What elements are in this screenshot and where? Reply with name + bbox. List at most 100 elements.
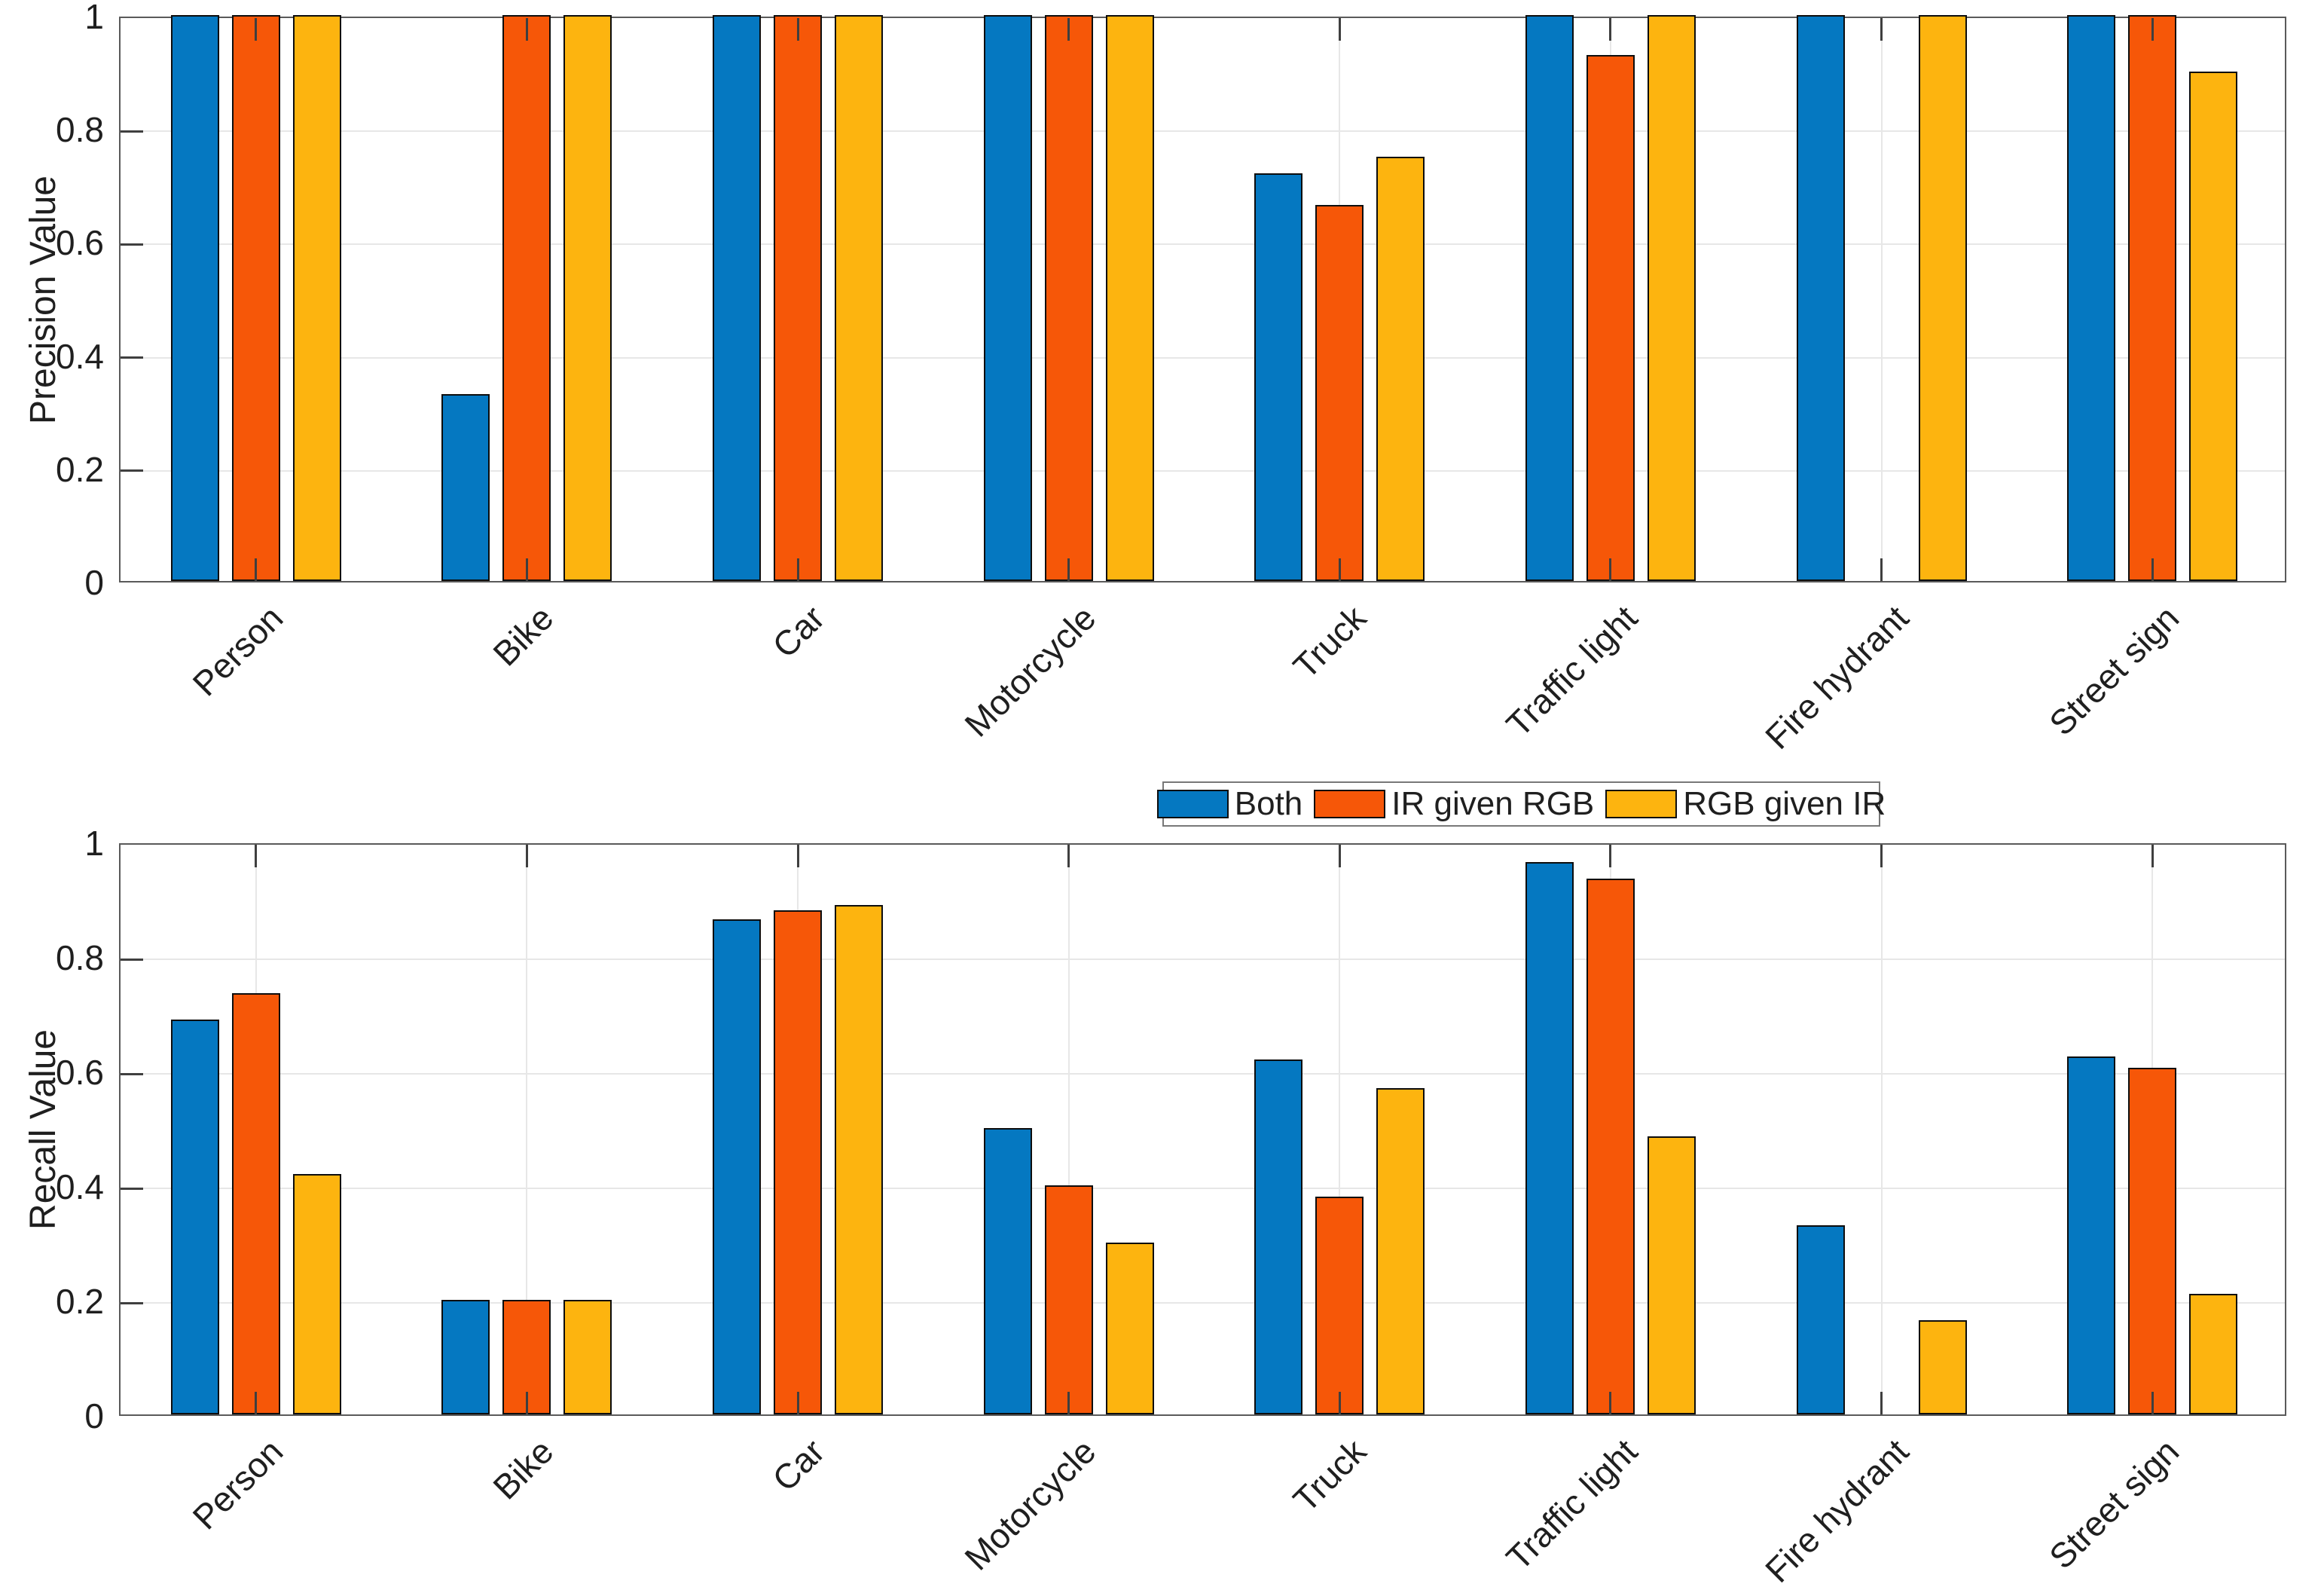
bar-both-motorcycle xyxy=(984,15,1032,581)
bar-ir-given-rgb-car xyxy=(774,910,822,1414)
bar-rgb-given-ir-truck xyxy=(1376,1088,1425,1414)
bar-both-person xyxy=(171,15,219,581)
x-tick-mark-bottom xyxy=(1067,1392,1070,1414)
x-tick-mark-top xyxy=(1067,845,1070,867)
y-tick-label: 0.8 xyxy=(56,938,104,977)
x-category-label: Truck xyxy=(1285,1431,1374,1520)
x-tick-mark-top xyxy=(1880,18,1883,41)
bar-rgb-given-ir-street-sign xyxy=(2189,72,2237,581)
y-tick-mark xyxy=(121,243,143,246)
legend-swatch-both xyxy=(1156,790,1229,818)
bar-rgb-given-ir-traffic-light xyxy=(1648,1136,1696,1414)
bar-ir-given-rgb-truck xyxy=(1315,1197,1364,1414)
y-tick-label: 0.4 xyxy=(56,336,104,376)
x-tick-mark-top xyxy=(525,18,528,41)
x-tick-mark-bottom xyxy=(1338,1392,1341,1414)
bar-both-motorcycle xyxy=(984,1128,1032,1414)
h-gridline xyxy=(121,1188,2285,1189)
y-tick-mark xyxy=(121,1301,143,1304)
bar-ir-given-rgb-street-sign xyxy=(2128,1068,2176,1414)
x-tick-mark-bottom xyxy=(1880,558,1883,581)
x-tick-mark-top xyxy=(2151,18,2154,41)
y-tick-label: 0.2 xyxy=(56,449,104,489)
h-gridline xyxy=(121,959,2285,960)
bar-rgb-given-ir-traffic-light xyxy=(1648,15,1696,581)
bar-rgb-given-ir-car xyxy=(835,15,883,581)
x-category-label: Car xyxy=(765,598,832,665)
v-gridline xyxy=(1067,845,1070,1414)
x-tick-mark-bottom xyxy=(1609,558,1612,581)
bar-ir-given-rgb-person xyxy=(232,15,280,581)
legend-label: RGB given IR xyxy=(1683,785,1886,822)
bar-both-fire-hydrant xyxy=(1797,1225,1845,1414)
bar-rgb-given-ir-bike xyxy=(563,1300,612,1414)
x-category-label: Person xyxy=(185,1431,291,1537)
x-tick-mark-bottom xyxy=(255,558,258,581)
plot-area xyxy=(119,843,2286,1416)
x-tick-mark-top xyxy=(796,18,799,41)
y-axis-label: Recall Value xyxy=(23,1029,63,1230)
x-category-label: Street sign xyxy=(2042,598,2187,743)
v-gridline xyxy=(526,845,528,1414)
y-tick-label: 0 xyxy=(84,563,104,602)
bar-rgb-given-ir-person xyxy=(293,1174,341,1414)
y-axis-label: Precision Value xyxy=(23,175,63,424)
y-tick-label: 0.6 xyxy=(56,1053,104,1092)
x-category-label: Fire hydrant xyxy=(1757,1431,1916,1590)
legend-item-ir-given-rgb: IR given RGB xyxy=(1314,786,1594,822)
y-tick-mark xyxy=(121,130,143,133)
x-tick-mark-top xyxy=(1609,845,1612,867)
x-tick-mark-bottom xyxy=(796,1392,799,1414)
x-tick-mark-bottom xyxy=(2151,1392,2154,1414)
bar-ir-given-rgb-car xyxy=(774,15,822,581)
bar-ir-given-rgb-person xyxy=(232,993,280,1414)
v-gridline xyxy=(1880,18,1883,581)
legend-item-both: Both xyxy=(1156,785,1303,822)
bar-rgb-given-ir-street-sign xyxy=(2189,1294,2237,1414)
bar-ir-given-rgb-bike xyxy=(502,15,551,581)
bar-both-traffic-light xyxy=(1525,15,1574,581)
legend-swatch-rgb-given-ir xyxy=(1605,790,1678,818)
y-tick-mark xyxy=(121,1187,143,1190)
x-category-label: Bike xyxy=(485,1431,561,1507)
x-tick-mark-top xyxy=(796,845,799,867)
x-category-label: Street sign xyxy=(2042,1431,2187,1576)
x-tick-mark-bottom xyxy=(1067,558,1070,581)
bar-both-truck xyxy=(1254,173,1302,581)
x-tick-mark-bottom xyxy=(2151,558,2154,581)
h-gridline xyxy=(121,1302,2285,1304)
bar-rgb-given-ir-motorcycle xyxy=(1106,15,1154,581)
y-tick-label: 0 xyxy=(84,1396,104,1436)
plot-area xyxy=(119,15,2286,582)
x-tick-mark-top xyxy=(255,18,258,41)
x-category-label: Traffic light xyxy=(1498,1431,1645,1578)
x-tick-mark-top xyxy=(1067,18,1070,41)
x-category-label: Motorcycle xyxy=(957,598,1104,745)
bar-ir-given-rgb-truck xyxy=(1315,205,1364,581)
bar-ir-given-rgb-street-sign xyxy=(2128,15,2176,581)
bar-rgb-given-ir-truck xyxy=(1376,157,1425,581)
x-tick-mark-bottom xyxy=(1338,558,1341,581)
legend-swatch-ir-given-rgb xyxy=(1314,790,1386,818)
h-gridline xyxy=(121,356,2285,359)
bar-rgb-given-ir-motorcycle xyxy=(1106,1243,1154,1414)
bar-rgb-given-ir-fire-hydrant xyxy=(1919,1320,1967,1414)
bar-both-person xyxy=(171,1020,219,1414)
x-tick-mark-top xyxy=(255,845,258,867)
bar-both-fire-hydrant xyxy=(1797,15,1845,581)
y-tick-label: 0.4 xyxy=(56,1167,104,1206)
bar-both-bike xyxy=(441,394,490,581)
bar-both-bike xyxy=(441,1300,490,1414)
x-tick-mark-top xyxy=(525,845,528,867)
x-category-label: Person xyxy=(185,598,291,704)
legend-label: Both xyxy=(1234,785,1303,822)
bar-rgb-given-ir-car xyxy=(835,905,883,1414)
v-gridline xyxy=(1339,845,1341,1414)
bar-ir-given-rgb-motorcycle xyxy=(1045,1185,1093,1414)
x-tick-mark-bottom xyxy=(1609,1392,1612,1414)
bar-rgb-given-ir-bike xyxy=(563,15,612,581)
x-tick-mark-bottom xyxy=(1880,1392,1883,1414)
legend-item-rgb-given-ir: RGB given IR xyxy=(1605,786,1886,822)
bar-rgb-given-ir-person xyxy=(293,15,341,581)
